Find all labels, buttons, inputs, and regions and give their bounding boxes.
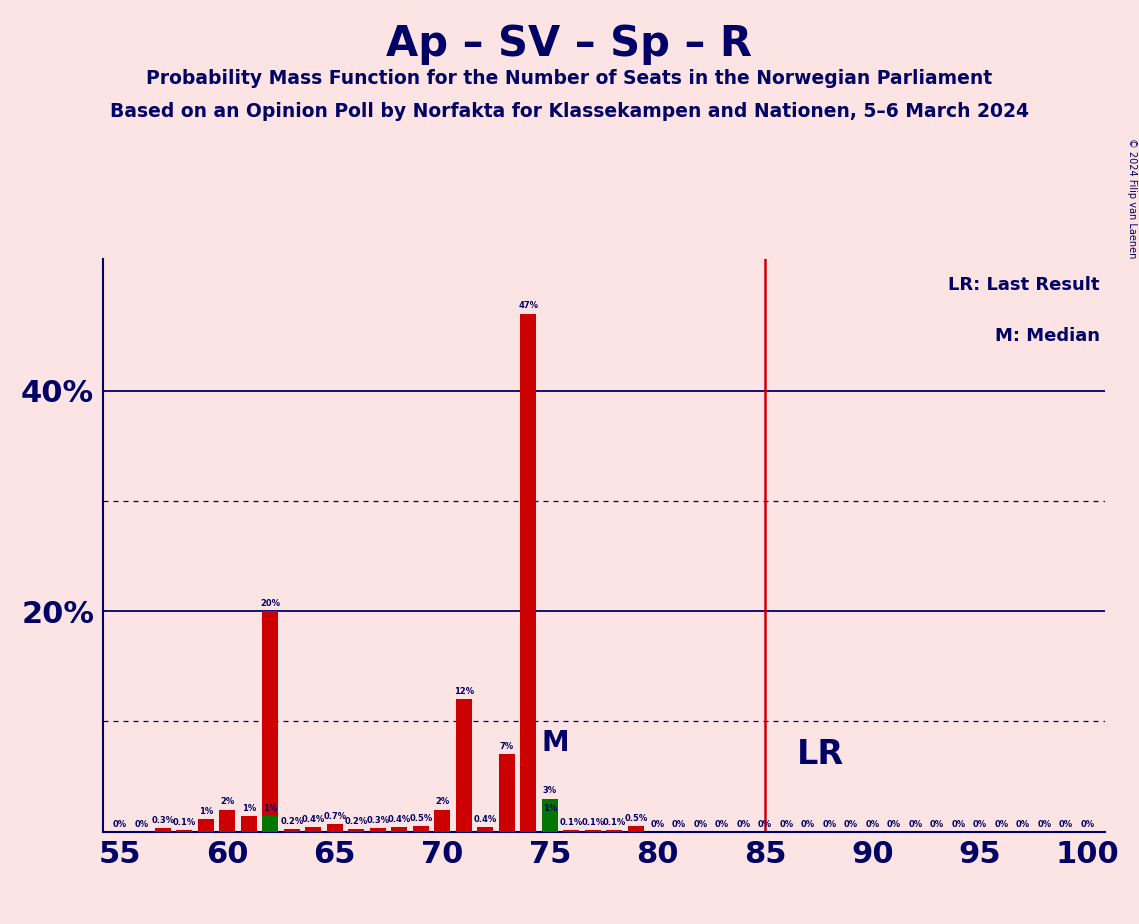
Text: 1%: 1% <box>543 804 557 813</box>
Text: 0%: 0% <box>951 821 966 830</box>
Text: 0%: 0% <box>134 821 148 830</box>
Text: 0.1%: 0.1% <box>603 818 626 827</box>
Bar <box>240 816 256 832</box>
Text: 0%: 0% <box>1081 821 1095 830</box>
Text: 0%: 0% <box>1016 821 1030 830</box>
Text: 2%: 2% <box>220 797 235 807</box>
Text: Based on an Opinion Poll by Norfakta for Klassekampen and Nationen, 5–6 March 20: Based on an Opinion Poll by Norfakta for… <box>110 102 1029 121</box>
Bar <box>521 314 536 832</box>
Text: 0%: 0% <box>1059 821 1073 830</box>
Text: LR: LR <box>797 738 844 771</box>
Bar <box>262 816 278 832</box>
Bar <box>606 831 623 832</box>
Text: 0%: 0% <box>650 821 664 830</box>
Text: 0%: 0% <box>844 821 858 830</box>
Text: 0.7%: 0.7% <box>323 811 346 821</box>
Text: 0.1%: 0.1% <box>173 818 196 827</box>
Text: Ap – SV – Sp – R: Ap – SV – Sp – R <box>386 23 753 65</box>
Bar <box>305 827 321 832</box>
Text: 0%: 0% <box>113 821 126 830</box>
Bar <box>349 830 364 832</box>
Text: Probability Mass Function for the Number of Seats in the Norwegian Parliament: Probability Mass Function for the Number… <box>147 69 992 89</box>
Text: 0%: 0% <box>715 821 729 830</box>
Text: 47%: 47% <box>518 301 539 310</box>
Text: 0.2%: 0.2% <box>345 817 368 826</box>
Bar <box>392 827 408 832</box>
Text: 0.5%: 0.5% <box>624 814 648 822</box>
Bar <box>327 824 343 832</box>
Text: 20%: 20% <box>261 599 280 608</box>
Text: M: M <box>541 729 568 758</box>
Bar <box>628 826 644 832</box>
Text: 0%: 0% <box>1038 821 1051 830</box>
Bar <box>155 828 171 832</box>
Text: 0%: 0% <box>694 821 707 830</box>
Text: 0.4%: 0.4% <box>302 815 325 824</box>
Bar <box>477 827 493 832</box>
Text: 0%: 0% <box>994 821 1009 830</box>
Text: 0%: 0% <box>801 821 816 830</box>
Text: 1%: 1% <box>241 804 256 813</box>
Text: M: Median: M: Median <box>994 327 1100 346</box>
Bar <box>370 828 386 832</box>
Text: 0%: 0% <box>737 821 751 830</box>
Text: 0%: 0% <box>672 821 686 830</box>
Text: 3%: 3% <box>543 786 557 796</box>
Text: 0.1%: 0.1% <box>581 818 605 827</box>
Bar <box>456 699 472 832</box>
Bar <box>542 798 558 832</box>
Text: 0.4%: 0.4% <box>474 815 497 824</box>
Text: 0.5%: 0.5% <box>409 814 433 822</box>
Text: 2%: 2% <box>435 797 450 807</box>
Text: 0.4%: 0.4% <box>387 815 411 824</box>
Bar <box>434 809 450 832</box>
Text: 0%: 0% <box>909 821 923 830</box>
Bar <box>219 809 236 832</box>
Text: 0.2%: 0.2% <box>280 817 303 826</box>
Text: 7%: 7% <box>500 742 514 751</box>
Bar <box>177 831 192 832</box>
Text: 0%: 0% <box>973 821 988 830</box>
Bar <box>564 831 580 832</box>
Text: 0%: 0% <box>931 821 944 830</box>
Text: 0.1%: 0.1% <box>559 818 583 827</box>
Text: 1%: 1% <box>263 804 278 813</box>
Text: 0%: 0% <box>822 821 836 830</box>
Bar <box>412 826 429 832</box>
Text: 0%: 0% <box>866 821 879 830</box>
Text: LR: Last Result: LR: Last Result <box>949 276 1100 294</box>
Bar <box>284 830 300 832</box>
Text: 12%: 12% <box>453 687 474 696</box>
Bar <box>499 755 515 832</box>
Bar <box>584 831 601 832</box>
Text: 0%: 0% <box>757 821 772 830</box>
Bar <box>262 612 278 832</box>
Text: © 2024 Filip van Laenen: © 2024 Filip van Laenen <box>1126 139 1137 259</box>
Text: 0.3%: 0.3% <box>151 816 174 825</box>
Text: 0%: 0% <box>779 821 794 830</box>
Bar <box>542 816 558 832</box>
Text: 0.3%: 0.3% <box>367 816 390 825</box>
Text: 0%: 0% <box>887 821 901 830</box>
Bar <box>198 820 214 832</box>
Text: 1%: 1% <box>198 808 213 816</box>
